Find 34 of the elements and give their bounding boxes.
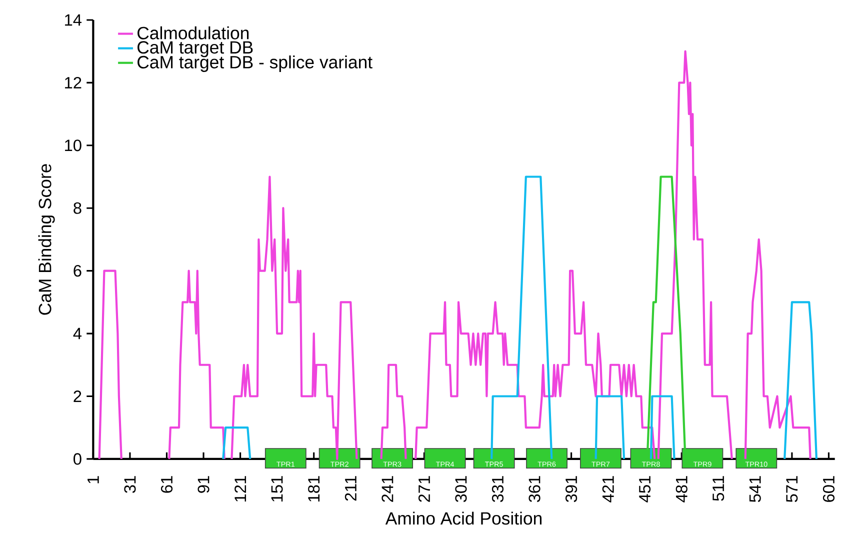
x-tick-label: 61 <box>160 476 173 493</box>
legend-label: Calmodulation <box>138 26 249 40</box>
x-tick-label: 91 <box>198 476 210 493</box>
y-tick-label: 4 <box>73 328 82 339</box>
y-tick-label: 14 <box>65 14 82 26</box>
y-tick-label: 12 <box>65 76 82 88</box>
x-axis-title: Amino Acid Position <box>385 511 542 524</box>
y-tick-label: 2 <box>74 390 82 402</box>
x-tick-label: 451 <box>639 476 651 502</box>
x-tick-label: 241 <box>382 476 394 502</box>
x-tick-label: 511 <box>712 476 724 501</box>
x-tick-label: 601 <box>822 476 835 502</box>
y-tick-label: 10 <box>65 139 82 151</box>
x-tick-label: 481 <box>676 476 688 502</box>
x-tick-label: 31 <box>124 476 136 493</box>
x-tick-label: 151 <box>271 476 283 502</box>
x-tick-label: 1 <box>88 476 99 483</box>
x-tick-label: 301 <box>455 476 467 502</box>
x-tick-label: 391 <box>566 476 578 502</box>
x-tick-label: 121 <box>234 476 246 502</box>
x-tick-label: 181 <box>308 476 320 502</box>
x-tick-label: 271 <box>418 476 430 502</box>
x-tick-label: 541 <box>749 476 761 502</box>
x-tick-label: 331 <box>492 476 504 502</box>
x-tick-label: 211 <box>344 476 356 500</box>
legend-label: CaM target DB - splice variant <box>138 55 372 72</box>
x-tick-label: 571 <box>786 476 798 502</box>
legend-label: CaM target DB <box>138 40 253 57</box>
x-tick-label: 421 <box>602 476 614 502</box>
x-tick-label: 361 <box>528 476 540 502</box>
y-tick-label: 6 <box>74 264 82 276</box>
y-tick-label: 8 <box>74 202 82 214</box>
y-axis-title: CaM Binding Score <box>38 164 55 315</box>
y-tick-label: 0 <box>74 452 82 465</box>
